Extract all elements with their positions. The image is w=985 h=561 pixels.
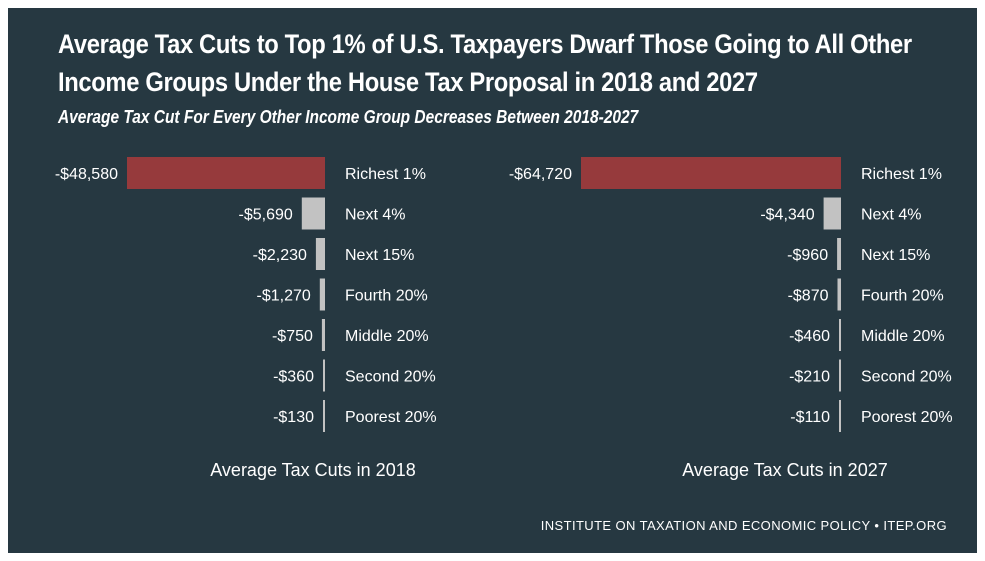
category-label-1-2: Next 15%	[861, 247, 930, 264]
category-label-0-4: Middle 20%	[345, 328, 429, 345]
chart-2027: -$64,720 Richest 1% -$4,340 Next 4% -$960 Nex…	[509, 157, 953, 480]
value-label-0-1: -$5,690	[239, 207, 293, 224]
value-label-1-3: -$870	[788, 288, 829, 305]
value-label-1-5: -$210	[789, 369, 830, 386]
bar-0-3	[319, 278, 325, 311]
bar-1-6	[839, 400, 841, 432]
bar-1-5	[839, 359, 841, 392]
category-label-0-0: Richest 1%	[345, 166, 426, 183]
value-label-0-2: -$2,230	[253, 247, 307, 264]
value-label-1-2: -$960	[787, 247, 828, 264]
value-label-0-3: -$1,270	[257, 288, 311, 305]
bar-0-2	[315, 238, 325, 270]
chart-2018: -$48,580 Richest 1% -$5,690 Next 4% -$2,230 N…	[55, 157, 437, 480]
category-label-1-3: Fourth 20%	[861, 288, 944, 305]
value-label-0-4: -$750	[272, 328, 313, 345]
category-label-1-6: Poorest 20%	[861, 409, 953, 426]
value-label-0-0: -$48,580	[55, 166, 118, 183]
bar-1-1	[823, 197, 841, 230]
chart-subtitle: Average Tax Cut For Every Other Income G…	[58, 107, 639, 127]
category-label-0-2: Next 15%	[345, 247, 414, 264]
value-label-0-5: -$360	[273, 369, 314, 386]
category-label-0-6: Poorest 20%	[345, 409, 437, 426]
value-label-1-6: -$110	[790, 409, 830, 426]
bar-0-0	[127, 157, 325, 189]
category-label-0-5: Second 20%	[345, 369, 436, 386]
category-label-1-5: Second 20%	[861, 369, 952, 386]
category-label-1-0: Richest 1%	[861, 166, 942, 183]
category-label-0-3: Fourth 20%	[345, 288, 428, 305]
chart-panel: Average Tax Cuts to Top 1% of U.S. Taxpa…	[8, 8, 977, 553]
source-credit: INSTITUTE ON TAXATION AND ECONOMIC POLIC…	[540, 518, 947, 533]
bar-1-4	[839, 319, 841, 351]
category-label-1-4: Middle 20%	[861, 328, 945, 345]
bar-1-3	[837, 278, 841, 311]
chart-title-line-2: Income Groups Under the House Tax Propos…	[58, 67, 758, 97]
value-label-1-4: -$460	[789, 328, 830, 345]
value-label-1-1: -$4,340	[760, 207, 814, 224]
bar-0-4	[321, 319, 325, 351]
bar-0-1	[301, 197, 325, 230]
category-label-1-1: Next 4%	[861, 207, 921, 224]
bar-1-0	[581, 157, 841, 189]
charts-canvas: -$48,580 Richest 1% -$5,690 Next 4% -$2,230 N…	[55, 157, 953, 480]
chart-caption-1: Average Tax Cuts in 2027	[682, 460, 887, 480]
chart-title-line-1: Average Tax Cuts to Top 1% of U.S. Taxpa…	[58, 29, 912, 59]
value-label-1-0: -$64,720	[509, 166, 572, 183]
value-label-0-6: -$130	[273, 409, 314, 426]
category-label-0-1: Next 4%	[345, 207, 405, 224]
bar-1-2	[837, 238, 841, 270]
bar-0-6	[323, 400, 325, 432]
bar-0-5	[323, 359, 325, 392]
chart-caption-0: Average Tax Cuts in 2018	[210, 460, 415, 480]
